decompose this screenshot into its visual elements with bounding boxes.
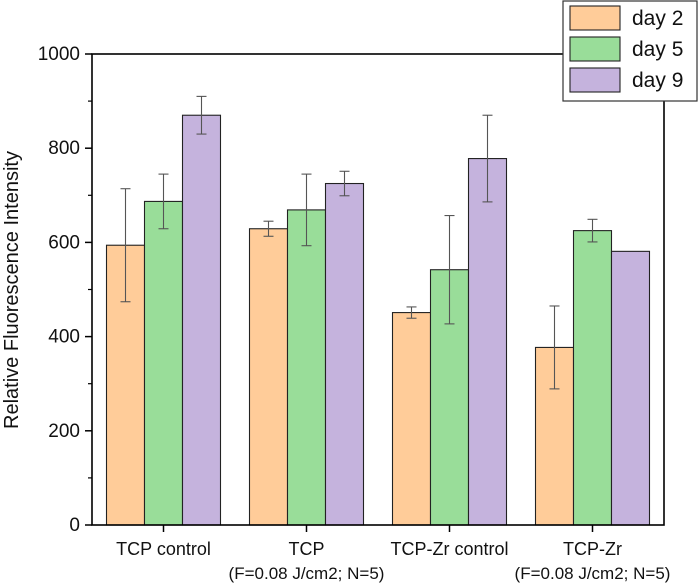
y-axis: 0 200 400 600 800 1000: [38, 44, 92, 536]
x-tick-sublabel: (F=0.08 J/cm2; N=5): [515, 564, 671, 583]
y-tick-label: 800: [48, 138, 80, 159]
legend-label: day 5: [632, 38, 683, 61]
y-tick-label: 600: [48, 232, 80, 253]
y-tick-label: 200: [48, 421, 80, 442]
bar-day-2: [391, 312, 432, 526]
legend: day 2 day 5 day 9: [562, 0, 698, 102]
legend-swatch: [569, 36, 621, 62]
bar-day-5: [572, 230, 613, 526]
bar-day-5: [143, 200, 184, 526]
x-tick-sublabel: (F=0.08 J/cm2; N=5): [229, 564, 385, 583]
y-tick-label: 1000: [38, 44, 80, 65]
x-tick-label: TCP: [289, 539, 325, 559]
error-bars: [120, 95, 598, 390]
y-axis-label: Relative Fluorescence Intensity: [1, 151, 23, 429]
legend-swatch: [569, 5, 621, 31]
x-tick-label: TCP-Zr: [563, 539, 622, 559]
bar-day-9: [324, 182, 365, 526]
y-tick-label: 400: [48, 327, 80, 348]
x-axis: TCP control TCP (F=0.08 J/cm2; N=5) TCP-Zr …: [116, 525, 670, 583]
legend-label: day 9: [632, 69, 683, 92]
x-tick-label: TCP-Zr control: [390, 539, 508, 559]
x-tick-label: TCP control: [116, 539, 211, 559]
y-tick-label: 0: [69, 515, 80, 536]
bar-day-9: [467, 158, 508, 526]
legend-swatch: [569, 67, 621, 93]
bar-day-2: [248, 228, 289, 526]
bar-day-9: [610, 250, 651, 526]
plot-bars: [105, 114, 651, 526]
bar-day-5: [286, 209, 327, 526]
legend-label: day 2: [632, 7, 683, 30]
bar-day-9: [181, 114, 222, 526]
